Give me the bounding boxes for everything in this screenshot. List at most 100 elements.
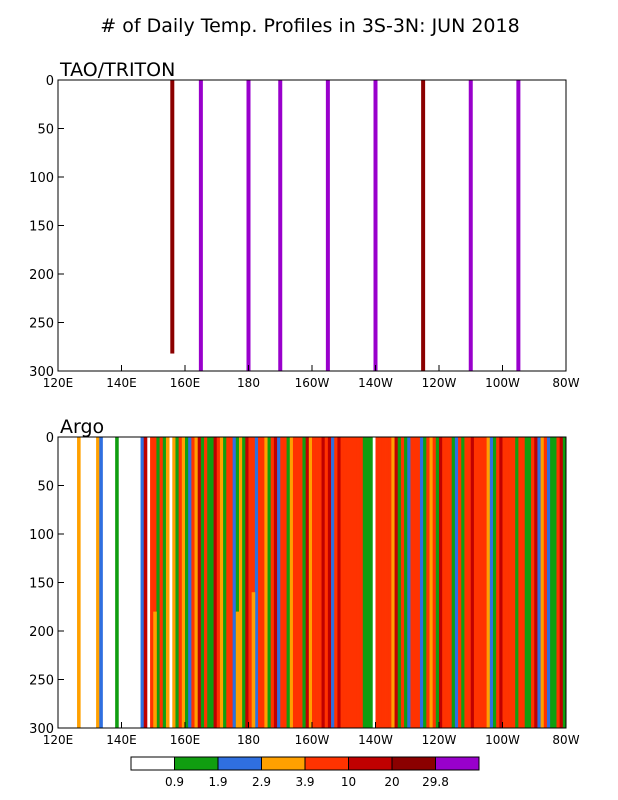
argo-profile-column: [194, 437, 199, 728]
argo-x-tick-label: 160E: [170, 733, 201, 747]
argo-profile-column: [353, 437, 357, 728]
argo-profile-column: [286, 437, 291, 728]
colorbar-segment: [391, 756, 436, 771]
argo-profile-column: [534, 437, 538, 728]
tao-profile-bar: [278, 80, 283, 371]
argo-profile-column: [505, 437, 510, 728]
argo-profile-column: [343, 437, 348, 728]
argo-profile-column: [407, 437, 411, 728]
argo-profile-column: [315, 437, 319, 728]
argo-profile-column: [261, 437, 265, 728]
argo-profile-column: [232, 437, 237, 728]
argo-y-tick-label: 200: [29, 625, 54, 640]
tao-y-tick-label: 300: [29, 365, 54, 380]
argo-profile-column: [210, 437, 214, 728]
argo-y-tick-label: 250: [29, 674, 54, 689]
tao-axes: 120E 140E 160E 180 160W 140W 120W 100W 80W 0 50 100…: [29, 74, 580, 390]
argo-profile-column: [473, 437, 478, 728]
argo-y-tick-label: 100: [29, 528, 54, 543]
tao-profile-bar: [198, 80, 203, 371]
argo-profile-column: [267, 437, 272, 728]
tao-profile-bars: [170, 80, 521, 371]
argo-profile-column: [413, 437, 418, 728]
argo-partial-column: [235, 611, 240, 728]
argo-profile-column: [197, 437, 202, 728]
argo-profile-column: [238, 437, 243, 728]
argo-x-tick-label: 120E: [43, 733, 74, 747]
argo-profile-column: [483, 437, 488, 728]
argo-profile-column: [508, 437, 513, 728]
argo-profile-column: [312, 437, 316, 728]
argo-profile-column: [391, 437, 395, 728]
argo-y-tick-label: 300: [29, 722, 54, 737]
argo-profile-column: [397, 437, 402, 728]
colorbar-label: 10: [341, 775, 356, 789]
argo-profile-column: [448, 437, 453, 728]
colorbar-segment: [348, 756, 393, 771]
argo-profile-column: [299, 437, 303, 728]
argo-y-tick-label: 50: [37, 480, 54, 495]
argo-profile-column: [258, 437, 262, 728]
tao-x-tick-label: 80W: [552, 376, 579, 390]
argo-profile-column: [340, 437, 345, 728]
tao-profile-bar: [325, 80, 330, 371]
argo-profile-column: [305, 437, 310, 728]
argo-profile-column: [226, 437, 230, 728]
tao-x-tick-label: 140E: [106, 376, 137, 390]
argo-x-tick-label: 120W: [422, 733, 457, 747]
argo-profile-column: [248, 437, 253, 728]
argo-profile-column: [159, 437, 164, 728]
tao-x-tick-label: 160E: [170, 376, 201, 390]
argo-profile-column: [356, 437, 361, 728]
argo-x-tick-label: 100W: [485, 733, 520, 747]
argo-profile-column: [435, 437, 440, 728]
argo-profile-column: [562, 437, 567, 728]
argo-profile-column: [432, 437, 437, 728]
argo-profile-column: [464, 437, 468, 728]
argo-profile-column: [327, 437, 332, 728]
argo-profile-column: [213, 437, 218, 728]
argo-profile-column: [283, 437, 287, 728]
tao-y-tick-label: 250: [29, 317, 54, 332]
argo-profile-column: [515, 437, 519, 728]
argo-profile-column: [302, 437, 307, 728]
argo-profile-column: [439, 437, 443, 728]
argo-profile-column: [524, 437, 529, 728]
argo-partial-column: [153, 611, 157, 728]
colorbar-label: 1.9: [208, 775, 227, 789]
argo-x-tick-label: 140W: [358, 733, 393, 747]
colorbar-segment: [304, 756, 349, 771]
argo-profile-column: [381, 437, 386, 728]
colorbar-segment: [174, 756, 219, 771]
argo-profile-column: [185, 437, 189, 728]
argo-profile-column: [375, 437, 380, 728]
argo-profile-column: [296, 437, 300, 728]
argo-profile-column: [543, 437, 548, 728]
argo-profile-column: [454, 437, 459, 728]
argo-profile-column: [277, 437, 281, 728]
argo-profile-column: [378, 437, 383, 728]
argo-profile-column: [369, 437, 373, 728]
argo-profile-column: [445, 437, 449, 728]
argo-profile-column: [451, 437, 456, 728]
argo-profile-column: [334, 437, 338, 728]
argo-profile-column: [550, 437, 554, 728]
argo-profile-column: [423, 437, 427, 728]
argo-profile-column: [280, 437, 284, 728]
argo-profile-column: [219, 437, 224, 728]
argo-profile-column: [496, 437, 500, 728]
argo-profile-column: [308, 437, 313, 728]
argo-axes: 120E 140E 160E 180 160W 140W 120W 100W 80W 0 50 100…: [29, 431, 580, 747]
argo-profile-column: [191, 437, 195, 728]
tao-profile-bar: [421, 80, 426, 371]
tao-x-tick-label: 120W: [422, 376, 457, 390]
tao-profile-bar: [246, 80, 251, 371]
colorbar-segment: [217, 756, 262, 771]
argo-profile-column: [461, 437, 465, 728]
argo-profile-column: [99, 437, 103, 728]
argo-profile-column: [318, 437, 322, 728]
tao-profile-bar: [468, 80, 473, 371]
tao-x-tick-label: 120E: [43, 376, 74, 390]
argo-profile-column: [486, 437, 491, 728]
tao-plot-frame: [57, 79, 567, 372]
